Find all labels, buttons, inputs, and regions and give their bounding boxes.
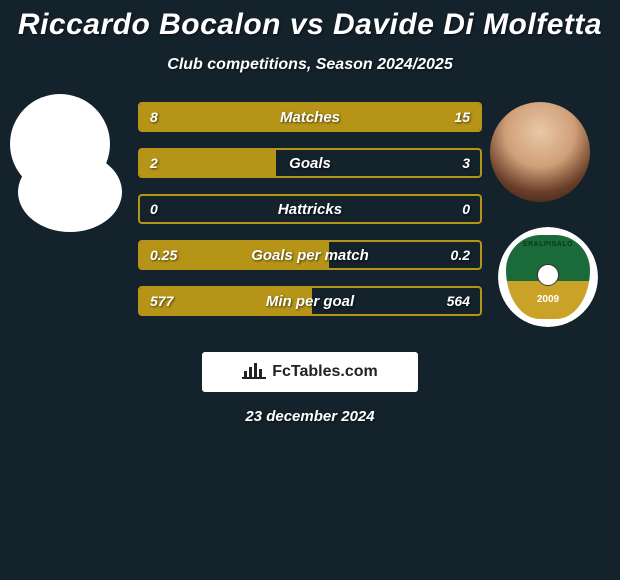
player-right-avatar bbox=[490, 102, 590, 202]
stat-value-right: 0.2 bbox=[451, 242, 470, 268]
page-title: Riccardo Bocalon vs Davide Di Molfetta bbox=[0, 0, 620, 42]
stat-label: Hattricks bbox=[140, 196, 480, 222]
stat-row: Matches815 bbox=[138, 102, 482, 132]
stat-bar-left bbox=[140, 150, 276, 176]
crest-shield-icon: ERALPISALO 2009 bbox=[498, 227, 598, 327]
player-face-icon bbox=[490, 102, 590, 202]
stat-value-right: 0 bbox=[462, 196, 470, 222]
subtitle: Club competitions, Season 2024/2025 bbox=[0, 56, 620, 74]
footer-date: 23 december 2024 bbox=[0, 408, 620, 425]
stat-row: Goals per match0.250.2 bbox=[138, 240, 482, 270]
stat-value-right: 564 bbox=[447, 288, 470, 314]
crest-name: ERALPISALO bbox=[506, 241, 590, 248]
stat-bar-left bbox=[140, 242, 329, 268]
team-left-crest bbox=[18, 152, 122, 232]
crest-year: 2009 bbox=[506, 294, 590, 305]
stat-value-right: 3 bbox=[462, 150, 470, 176]
footer-brand-text: FcTables.com bbox=[272, 363, 378, 381]
stat-row: Hattricks0 0 bbox=[138, 194, 482, 224]
bars-container: Matches815 Goals23 Hattricks0 0 Goals per ma… bbox=[138, 102, 482, 332]
stat-value-left: 0 bbox=[150, 196, 158, 222]
footer-brand-box: FcTables.com bbox=[202, 352, 418, 392]
soccer-ball-icon bbox=[537, 264, 559, 286]
bar-chart-icon bbox=[242, 361, 266, 384]
team-right-crest: ERALPISALO 2009 bbox=[498, 227, 598, 327]
infographic: Riccardo Bocalon vs Davide Di Molfetta C… bbox=[0, 0, 620, 580]
stat-bar-left bbox=[140, 288, 312, 314]
stat-bar-right bbox=[258, 104, 480, 130]
stat-bar-left bbox=[140, 104, 258, 130]
comparison-chart: ERALPISALO 2009 Matches815 Goals23 Hattric… bbox=[0, 102, 620, 342]
stat-row: Goals23 bbox=[138, 148, 482, 178]
stat-row: Min per goal577564 bbox=[138, 286, 482, 316]
